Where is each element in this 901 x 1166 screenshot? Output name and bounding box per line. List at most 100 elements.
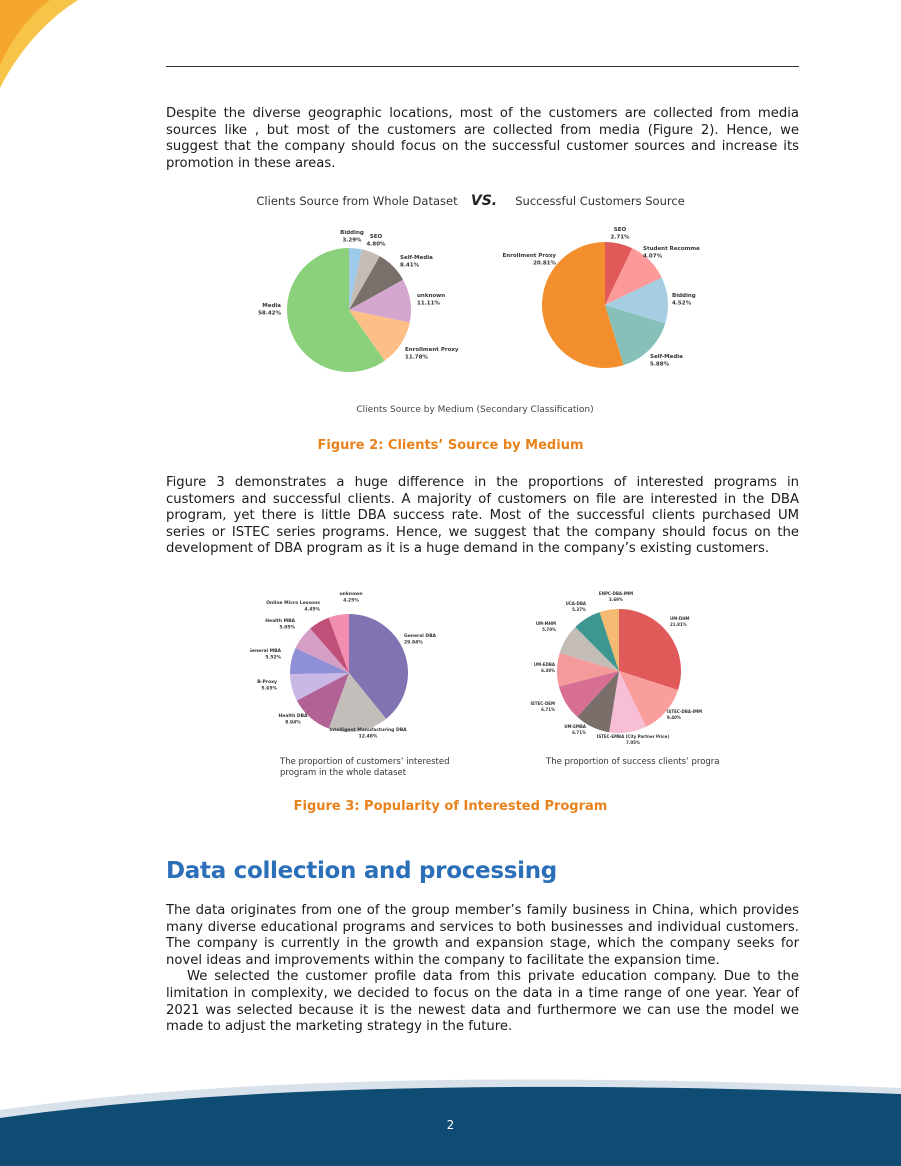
pie-value-um-dhm: 21.81% (670, 622, 687, 627)
pie-slice-um-dhm (619, 609, 681, 690)
pie-label-bidding: Bidding (672, 293, 696, 299)
pie-label-self-media: Self-Media (650, 354, 683, 360)
pie-slice-bidding (605, 277, 668, 324)
pie-label-um-emba: UM-EMBA (564, 724, 587, 729)
paragraph-programs: Figure 3 demonstrates a huge difference … (166, 475, 799, 558)
pie-label-self-media: Self-Media (400, 255, 433, 261)
pie-slice-unknown (349, 279, 411, 323)
pie-slice-student-recommend (605, 248, 662, 305)
paragraph-text: Figure 3 demonstrates a huge difference … (166, 475, 799, 557)
pie-slice-istec-dba-imm (619, 671, 679, 727)
pie-label-bidding: Bidding (340, 230, 364, 236)
pie-value-b-proxy: 5.65% (261, 686, 277, 692)
pie-slice-um-mhm (559, 627, 619, 671)
pie-value-health-dba: 8.94% (285, 720, 301, 726)
pie-label-intelligent-manufacturing-dba: Intelligent Manufacturing DBA (329, 727, 407, 733)
pie-value-uca-dba: 5.37% (572, 607, 586, 612)
pie-slice-media (286, 248, 385, 372)
pie-slice-online-micro-lessons (310, 617, 349, 673)
pie-value-student-recommend: 4.07% (643, 254, 663, 260)
pie-label-student-recommend: Student Recommend (643, 246, 700, 252)
fig2-subtitle: Clients Source by Medium (Secondary Clas… (356, 405, 593, 415)
pie-label-unknown: unknown (339, 591, 362, 597)
pie-label-enrollment-proxy: Enrollment Proxy (502, 253, 556, 259)
pie-value-istec-dem: 6.71% (541, 707, 555, 712)
pie-value-self-media: 8.41% (400, 263, 420, 269)
fig2-left-title: Clients Source from Whole Dataset (256, 194, 458, 208)
pie-label-um-mhm: UM-MHM (536, 621, 556, 626)
footer-wave (0, 1079, 901, 1166)
fig3-left-caption-line1: The proportion of customers’ interested (279, 757, 449, 767)
figure-2-caption: Figure 2: Clients’ Source by Medium (317, 438, 584, 453)
paragraph-data-origin: The data originates from one of the grou… (166, 903, 799, 1036)
pie-value-istec-emba-city-partner-price: 7.05% (626, 740, 640, 745)
fig2-vs-label: VS. (471, 193, 497, 209)
pie-value-self-media: 5.88% (650, 362, 670, 368)
pie-label-general-mba: General MBA (250, 648, 282, 654)
paragraph-sources: Despite the diverse geographic locations… (166, 106, 799, 172)
pie-label-istec-dem: ISTEC-DEM (530, 701, 555, 706)
paragraph-text: The data originates from one of the grou… (166, 903, 799, 968)
pie-label-istec-emba-city-partner-price: ISTEC-EMBA (City Partner Price) (597, 734, 670, 739)
page-number: 2 (446, 1118, 455, 1132)
pie-value-general-mba: 5.52% (265, 655, 281, 661)
pie-value-um-emba: 6.71% (572, 730, 586, 735)
pie-value-seo: 4.80% (366, 242, 386, 248)
fig2-right-title: Successful Customers Source (515, 194, 685, 208)
pie-slice-general-mba (289, 648, 349, 675)
pie-label-seo: SEO (614, 227, 627, 233)
pie-slice-enrollment-proxy (349, 310, 410, 361)
pie-value-intelligent-manufacturing-dba: 12.48% (359, 734, 378, 740)
pie-label-unknown: unknown (417, 293, 445, 299)
pie-slice-unknown (328, 614, 349, 673)
pie-slice-seo (349, 249, 380, 310)
pie-value-um-edba: 6.38% (541, 668, 555, 673)
pie-value-general-dba: 29.84% (404, 640, 423, 646)
pie-label-uca-dba: UCA-DBA (566, 601, 587, 606)
figure-3-caption: Figure 3: Popularity of Interested Progr… (293, 799, 608, 814)
pie-value-unknown: 11.11% (417, 301, 440, 307)
pie-value-unknown: 4.25% (343, 598, 359, 604)
fig3-right-caption: The proportion of success clients’ progr… (545, 757, 720, 767)
pie-value-media: 58.42% (258, 311, 281, 317)
pie-value-online-micro-lessons: 4.45% (304, 607, 320, 613)
pie-slice-seo (605, 242, 633, 305)
corner-decoration (0, 0, 78, 88)
pie-slice-self-media (605, 305, 666, 366)
pie-slice-intelligent-manufacturing-dba (328, 673, 387, 733)
pie-label-general-dba: General DBA (404, 633, 437, 639)
pie-slice-um-edba (557, 652, 619, 687)
fig3-left-caption-line2: program in the whole dataset (280, 768, 407, 778)
pie-slice-istec-emba-city-partner-price (609, 671, 646, 733)
pie-label-health-dba: Health DBA (279, 713, 308, 719)
pie-label-health-mba: Health MBA (265, 618, 295, 624)
figure-2: Clients Source from Whole Dataset VS. Su… (256, 193, 700, 415)
pie-label-enpc-dba-imm: ENPC-DBA-IMM (599, 591, 633, 596)
pie-value-enpc-dba-imm: 3.69% (609, 597, 623, 602)
pie-label-um-dhm: UM-DHM (670, 616, 690, 621)
pie-slice-health-dba (296, 673, 349, 729)
paragraph-text: Despite the diverse geographic locations… (166, 106, 799, 171)
pie-label-b-proxy: B-Proxy (257, 679, 277, 685)
pie-value-bidding: 4.52% (672, 301, 692, 307)
pie-label-online-micro-lessons: Online Micro Lessons (266, 600, 320, 606)
header-rule (166, 66, 799, 67)
pie-label-media: Media (262, 303, 281, 309)
pie-value-um-mhm: 5.70% (542, 627, 556, 632)
pie-slice-enrollment-proxy (541, 242, 624, 368)
pie-slice-bidding (349, 248, 363, 310)
pie-slice-enpc-dba-imm (599, 609, 619, 671)
pie-value-enrollment-proxy: 20.81% (533, 261, 556, 267)
pie-slice-self-media (349, 256, 404, 310)
pie-value-seo: 2.71% (610, 235, 630, 241)
pie-value-enrollment-proxy: 11.78% (405, 355, 428, 361)
pie-label-seo: SEO (370, 234, 383, 240)
pie-slice-general-dba (349, 614, 409, 719)
pie-slice-health-mba (295, 628, 349, 673)
pie-slice-istec-dem (558, 671, 619, 717)
pie-value-health-mba: 5.05% (279, 625, 295, 631)
pie-value-istec-dba-imm: 9.40% (667, 715, 681, 720)
